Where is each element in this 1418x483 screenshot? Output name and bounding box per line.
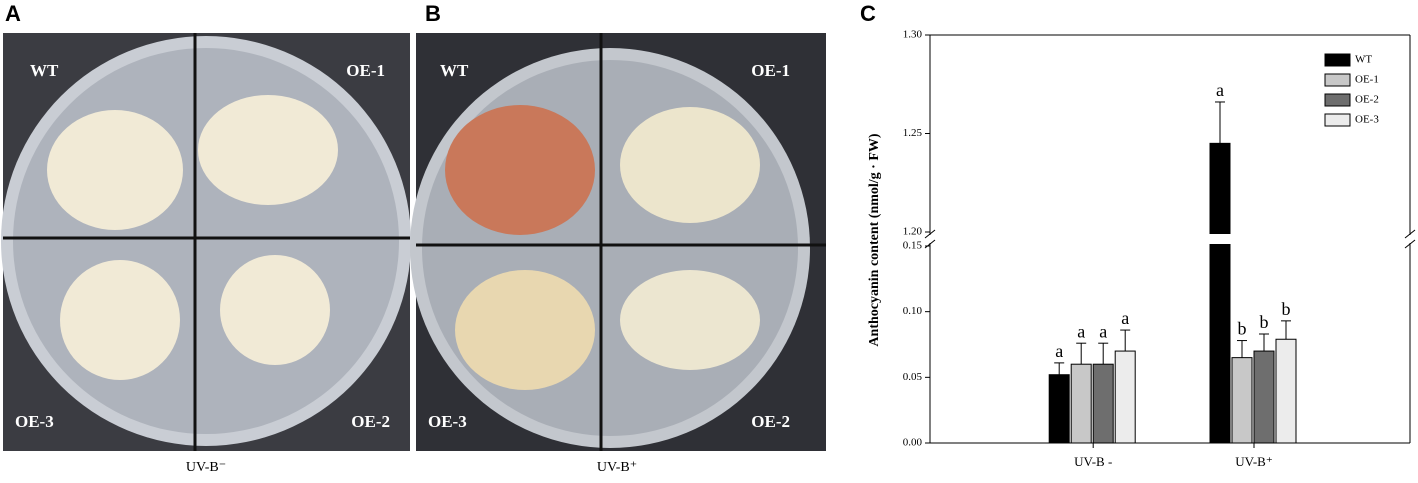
quadrant-label: OE-3 [15,412,54,431]
panel-letter: C [860,1,876,26]
axis-break [924,239,936,249]
quadrant-label: WT [30,61,59,80]
axis-break [1404,229,1416,239]
quadrant-label: OE-1 [346,61,385,80]
quadrant-label: WT [440,61,469,80]
annotation: a [1216,80,1224,100]
panel-letter: A [5,1,21,26]
legend-swatch [1324,73,1351,87]
legend-swatch [1324,113,1351,127]
y-axis-label: Anthocyanin content (nmol/g · FW) [867,133,882,346]
callus [445,105,760,390]
legend-label: WT [1355,54,1372,66]
y-tick-label: 0.00 [903,437,923,449]
axis-break [1404,239,1416,249]
legend-swatch [1324,93,1351,107]
annotation: a [1055,341,1063,361]
quadrant-label: OE-3 [428,412,467,431]
bar [1253,350,1275,444]
bar [1231,357,1253,444]
y-tick-label: 1.30 [903,29,923,41]
annotation: b [1282,299,1291,319]
y-tick-label: 1.25 [903,127,923,139]
callus [47,95,338,380]
legend-label: OE-3 [1355,114,1379,126]
panel-letter: B [425,1,441,26]
axis-break [924,229,936,239]
panel-a: WT OE-1 OE-3 OE-2 A UV-B⁻ [1,1,411,475]
caption: UV-B⁺ [597,460,637,475]
bar [1070,363,1092,444]
quadrant-label: OE-2 [351,412,390,431]
quadrant-label: OE-2 [751,412,790,431]
annotation: b [1260,312,1269,332]
bar [1092,363,1114,444]
quadrant-label: OE-1 [751,61,790,80]
legend-label: OE-1 [1355,74,1379,86]
bar [1114,350,1136,444]
bar [1209,142,1231,444]
annotation: a [1121,308,1129,328]
bar [1275,338,1297,444]
petri-dish-inner [13,48,399,434]
bar-break [1209,234,1231,244]
y-tick-label: 0.05 [903,371,923,383]
y-tick-label: 0.10 [903,305,923,317]
caption: UV-B⁻ [186,460,226,475]
annotation: a [1099,321,1107,341]
bar [1048,374,1070,444]
legend-label: OE-2 [1355,94,1379,106]
legend-swatch [1324,53,1351,67]
panel-b: WT OE-1 OE-3 OE-2 B UV-B⁺ [410,1,826,475]
x-tick-label: UV-B⁺ [1235,454,1272,469]
annotation: b [1238,319,1247,339]
y-tick-label: 1.20 [903,226,923,238]
y-tick-label: 0.15 [903,240,923,252]
annotation: a [1077,321,1085,341]
x-tick-label: UV-B - [1074,454,1112,469]
